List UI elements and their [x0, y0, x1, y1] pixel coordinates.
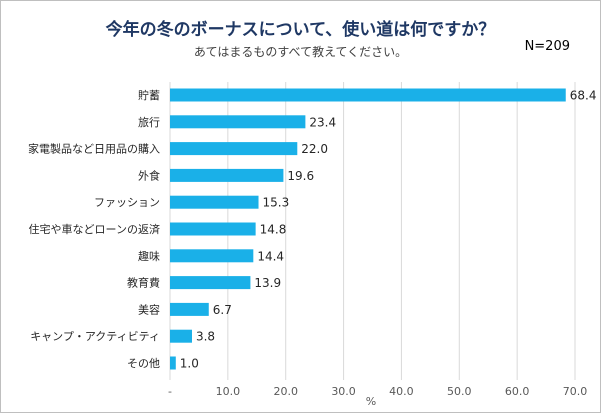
category-label: 住宅や車などローンの返済	[29, 222, 160, 236]
data-label: 68.4	[570, 89, 597, 103]
data-label: 19.6	[287, 169, 314, 183]
data-label: 22.0	[301, 142, 328, 156]
bars	[170, 88, 566, 370]
bar	[170, 88, 566, 102]
category-label: 美容	[138, 302, 160, 316]
chart-title: 今年の冬のボーナスについて、使い道は何ですか？	[105, 20, 496, 40]
data-label: 6.7	[213, 303, 232, 317]
data-label: 1.0	[180, 357, 199, 371]
category-label: キャンプ・アクティビティ	[30, 330, 160, 343]
bar	[170, 329, 192, 343]
category-label: 趣味	[138, 249, 160, 263]
data-label: 23.4	[309, 115, 336, 129]
bar	[170, 115, 306, 129]
x-tick-label: -	[168, 385, 172, 398]
x-tick-label: 30.0	[331, 385, 356, 398]
category-label: 外食	[138, 168, 160, 182]
bar	[170, 222, 256, 236]
x-tick-label: 60.0	[505, 385, 530, 398]
category-label: 旅行	[138, 115, 160, 129]
category-label: ファッション	[94, 196, 160, 209]
bar	[170, 168, 284, 182]
x-tick-label: 20.0	[273, 385, 298, 398]
data-label: 14.4	[257, 249, 284, 263]
category-label: 教育費	[127, 276, 160, 290]
bar	[170, 249, 254, 263]
x-tick-label: 10.0	[216, 385, 241, 398]
bar	[170, 195, 259, 209]
x-axis-label: %	[366, 395, 376, 408]
x-tick-label: 50.0	[447, 385, 472, 398]
data-label: 14.8	[260, 223, 287, 237]
data-label: 13.9	[254, 276, 281, 290]
category-label: その他	[127, 357, 160, 370]
sample-size-label: N=209	[524, 39, 570, 54]
data-label: 15.3	[263, 196, 290, 210]
x-tick-label: 40.0	[389, 385, 414, 398]
data-labels: 68.4 23.4 22.0 19.6 15.3 14.8 14.4 13.9 6.7 3.8 1.…	[180, 89, 597, 371]
x-tick-labels: - 10.0 20.0 30.0 40.0 50.0 60.0 70.0	[168, 385, 587, 398]
data-label: 3.8	[196, 330, 215, 344]
x-tick-label: 70.0	[563, 385, 588, 398]
bar	[170, 142, 298, 156]
bar	[170, 356, 176, 370]
bar	[170, 276, 251, 290]
category-label: 家電製品など日用品の購入	[28, 142, 160, 156]
chart-subtitle: あてはまるものすべて教えてください。	[193, 45, 408, 59]
bar	[170, 302, 209, 316]
category-label: 貯蓄	[138, 89, 160, 102]
category-labels: 貯蓄旅行家電製品など日用品の購入外食ファッション住宅や車などローンの返済趣味教育…	[28, 89, 160, 370]
